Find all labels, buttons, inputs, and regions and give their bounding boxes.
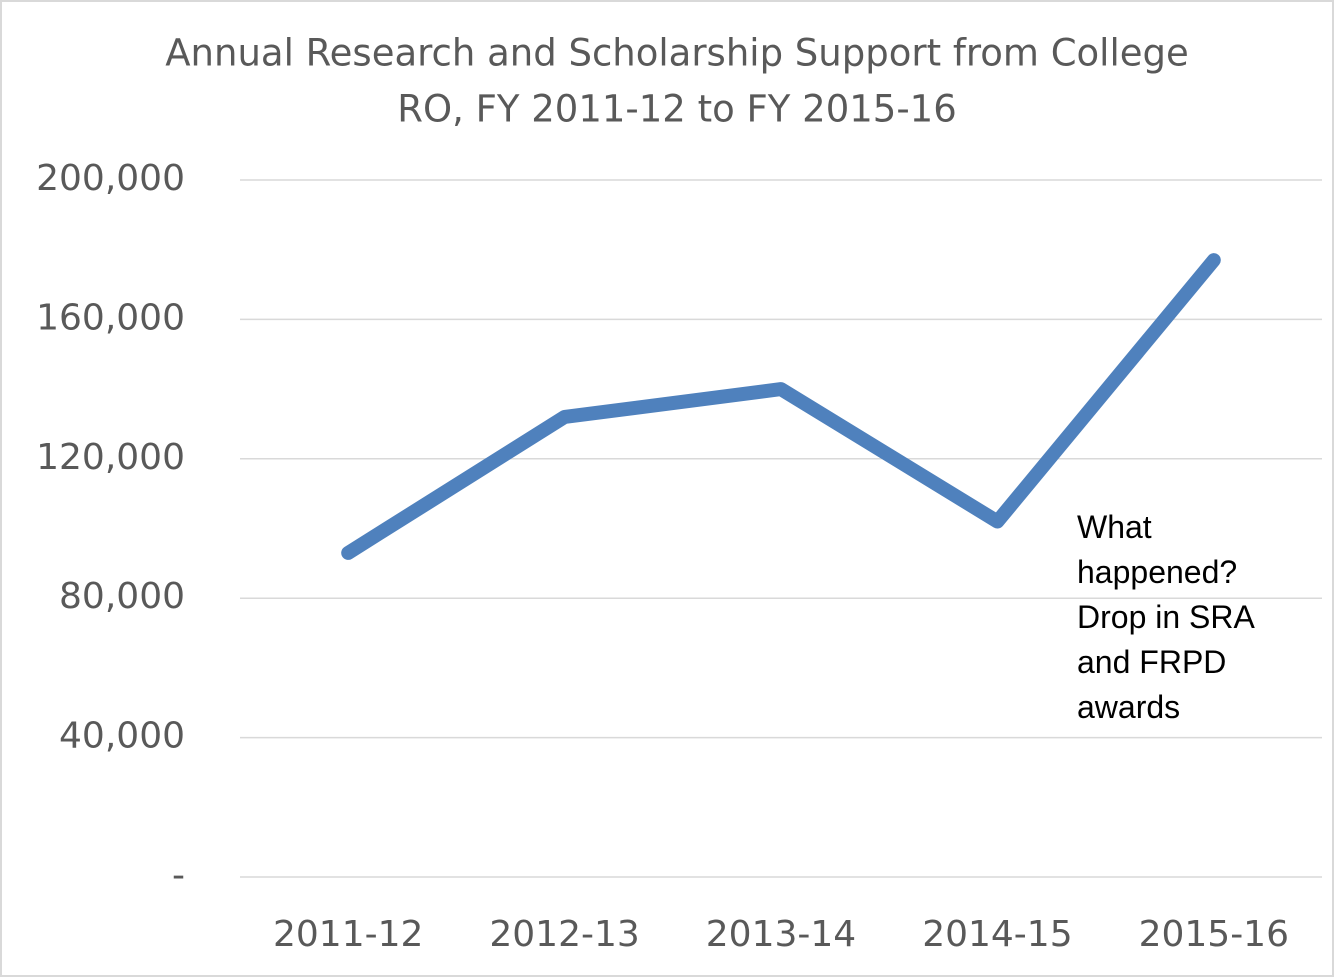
y-tick-label: 120,000 [36, 437, 185, 478]
x-tick-label: 2015-16 [1139, 914, 1289, 955]
x-tick-label: 2013-14 [706, 914, 856, 955]
y-tick-label: 200,000 [36, 158, 185, 199]
y-tick-label: 160,000 [36, 297, 185, 338]
chart-title: Annual Research and Scholarship Support … [165, 32, 1189, 75]
chart-title: RO, FY 2011-12 to FY 2015-16 [397, 88, 957, 131]
x-tick-label: 2014-15 [922, 914, 1072, 955]
y-tick-label: 40,000 [59, 716, 185, 757]
y-tick-label: - [172, 855, 185, 896]
x-tick-label: 2011-12 [273, 914, 423, 955]
annotation: What happened? Drop in SRA and FRPD awar… [1077, 509, 1254, 725]
y-tick-label: 80,000 [59, 576, 185, 617]
x-tick-label: 2012-13 [489, 914, 639, 955]
data-line [341, 253, 1221, 560]
